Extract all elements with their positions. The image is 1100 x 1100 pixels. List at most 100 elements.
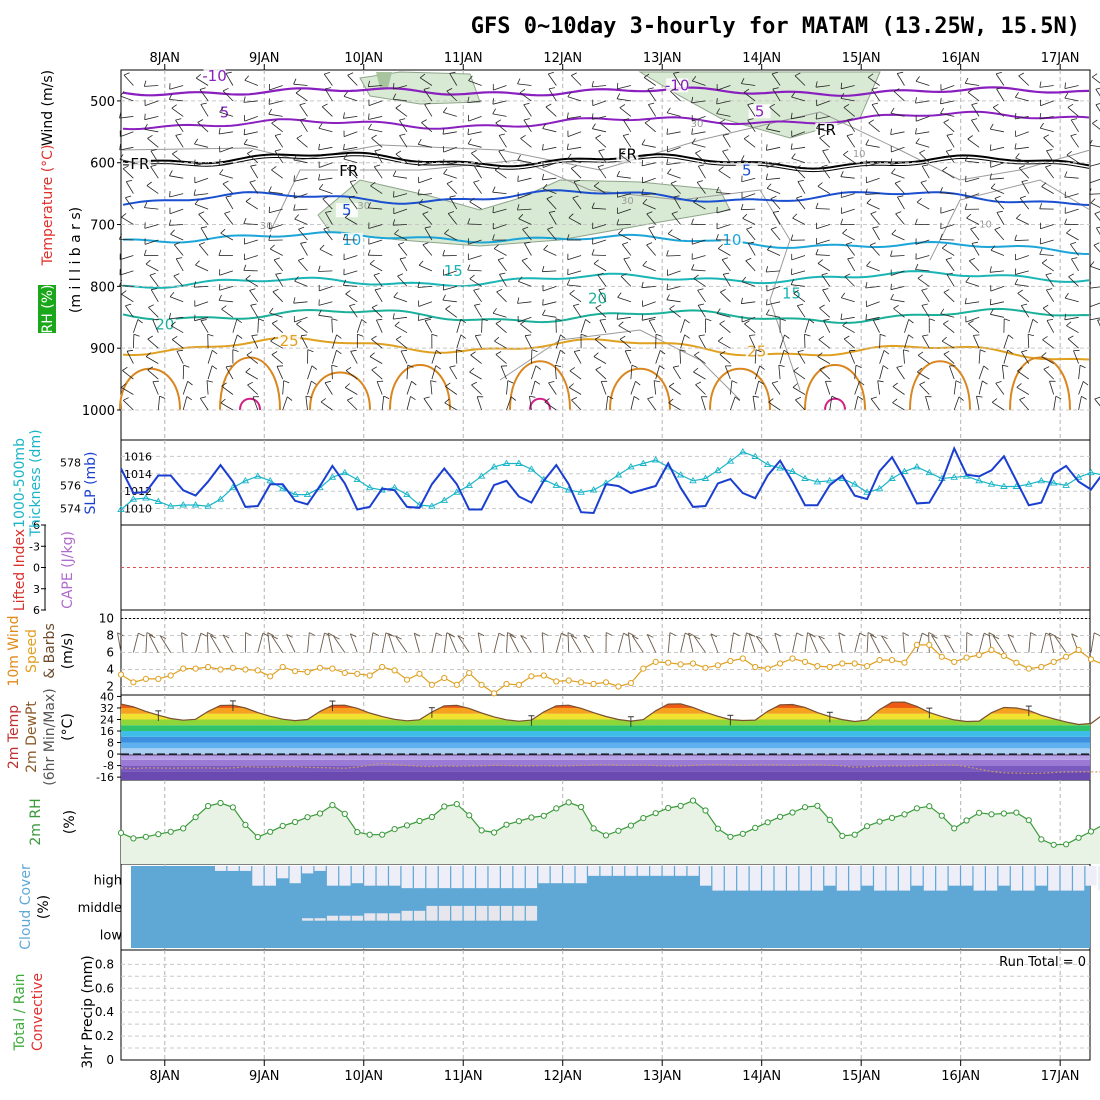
wind-barb	[925, 396, 930, 411]
wind-barb	[896, 73, 905, 86]
contour-label: -10	[665, 76, 690, 94]
wind-barb-flag	[990, 245, 996, 251]
wind-barb	[741, 208, 756, 211]
wind-barb-flag	[793, 289, 799, 294]
cloud-high-clear	[998, 866, 1010, 886]
wind10-barb-flag	[507, 632, 514, 636]
wind-barb-flag	[1071, 118, 1078, 121]
wind-barb	[1040, 239, 1054, 245]
wind-speed-point	[1013, 659, 1020, 666]
wind-barb	[630, 381, 636, 395]
wind-barb-flag	[175, 118, 182, 121]
thickness-point	[527, 465, 536, 472]
wind-barb	[1053, 396, 1057, 411]
thickness-point	[303, 490, 312, 498]
wind-barb	[444, 233, 457, 241]
wind-barb-flag	[971, 118, 978, 121]
wind-barb-flag	[982, 380, 988, 385]
wind-barb	[144, 239, 159, 245]
cloud-row-label: high	[94, 874, 122, 889]
wind-barb	[965, 177, 980, 183]
wind-barb-flag	[755, 349, 762, 353]
wind-barb	[495, 122, 507, 133]
wind-barb	[300, 335, 308, 349]
wind-barb-flag	[644, 119, 651, 124]
wind-barb-flag	[417, 189, 420, 196]
wind-barb-flag	[376, 319, 383, 321]
wind-barb-flag	[119, 279, 123, 286]
wind-barb-flag	[716, 308, 721, 314]
rh-point	[316, 810, 324, 817]
wind-barb	[716, 208, 731, 214]
wind-barb	[822, 289, 831, 303]
dewpt2m-label: 2m DewPt	[24, 701, 40, 773]
wind-barb-flag	[968, 320, 974, 325]
run-total-label: Run Total = 0	[999, 955, 1086, 970]
wind-barb-flag	[456, 349, 463, 352]
wind-barb	[595, 369, 607, 380]
wind-barb-flag	[818, 335, 825, 340]
wind-barb	[348, 197, 358, 210]
wind-barb	[232, 319, 238, 333]
rh-point	[1063, 841, 1070, 848]
wind-barb-flag	[771, 381, 779, 384]
wind-barb-flag	[989, 266, 992, 273]
wind-barb	[467, 223, 482, 225]
rh-contour	[499, 329, 741, 401]
wind-barb-flag	[168, 312, 171, 319]
wind-barb-flag	[274, 149, 281, 152]
wind-barb	[194, 177, 209, 184]
wind-tick-label: 2	[106, 680, 114, 694]
wind-barb-flag	[422, 242, 429, 246]
wind-barb-flag	[566, 143, 569, 150]
wind-barb	[1049, 381, 1055, 395]
wind-barb	[593, 185, 607, 194]
wind-barb	[866, 177, 880, 184]
cloud-high-clear	[824, 866, 836, 886]
wind-barb-flag	[594, 335, 601, 340]
wind-barb-flag	[891, 168, 896, 174]
wind-barb	[524, 335, 532, 349]
wind-barb-flag	[295, 89, 302, 94]
wind-barb	[345, 370, 358, 380]
wind-barb	[965, 160, 980, 164]
wind10-barb-flag	[324, 632, 331, 637]
wind-barb-flag	[245, 367, 251, 373]
wind-tick-label: 4	[106, 663, 114, 677]
wind-barb	[471, 152, 482, 163]
wind-barb	[1068, 276, 1079, 287]
warm-cell-contour	[389, 364, 451, 411]
wind-barb-flag	[410, 396, 416, 401]
wind10-barb	[1007, 634, 1017, 653]
wind-barb-flag	[695, 149, 701, 154]
wind-barb-flag	[545, 103, 552, 108]
wind-barb-flag	[318, 143, 320, 150]
wind-barb	[1039, 254, 1054, 256]
thickness-point	[552, 481, 561, 488]
wind-barb	[600, 381, 607, 395]
wind-barb-flag	[220, 228, 226, 234]
wind-barb	[642, 316, 656, 321]
wind-barb-flag	[296, 134, 303, 139]
wind-barb-flag	[371, 366, 378, 371]
wind-barb-flag	[394, 229, 399, 235]
contour-label-bg	[213, 105, 236, 120]
wind-barb	[842, 232, 855, 241]
wind-barb-flag	[1017, 289, 1023, 294]
wind-speed-point	[727, 657, 734, 665]
wind-tick-label: 10	[99, 612, 114, 626]
wind-barb-flag	[271, 166, 277, 171]
wind-barb	[680, 319, 686, 333]
wind-barb-flag	[1071, 257, 1078, 260]
wind-barb	[1040, 127, 1054, 133]
rh-contour-label: 30	[357, 201, 370, 212]
thickness-point	[614, 471, 623, 478]
rh-point	[938, 812, 945, 819]
wind-barb	[722, 150, 731, 163]
wind-barb-flag	[147, 366, 154, 371]
wind-barb	[418, 301, 433, 307]
top-date-label: 17JAN	[1041, 51, 1080, 66]
cloud-high-clear	[364, 866, 376, 886]
wind-barb	[319, 286, 333, 292]
wind-barb-flag	[347, 165, 353, 169]
